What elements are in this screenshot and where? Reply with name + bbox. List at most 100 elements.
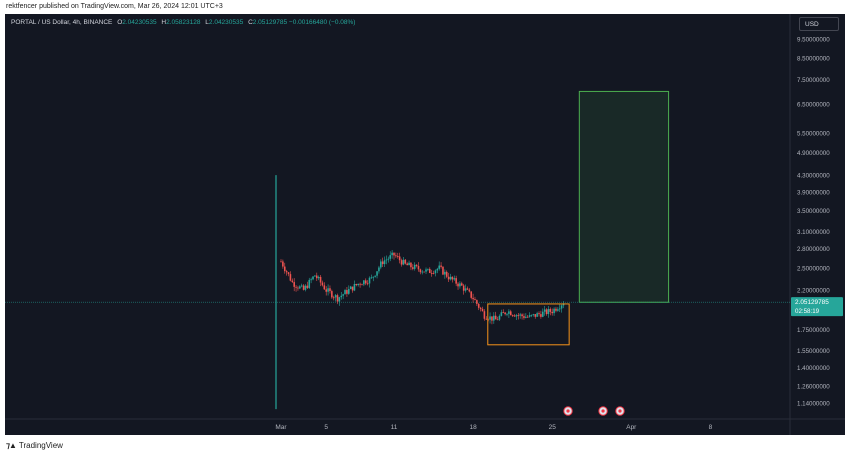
candle-body [498, 315, 501, 320]
candle-body [340, 295, 343, 298]
y-tick-label: 7.50000000 [797, 77, 830, 84]
candle-body [532, 314, 535, 315]
candle-body [287, 272, 290, 275]
candle-body [549, 308, 552, 312]
candle-body [428, 268, 431, 273]
y-tick-label: 3.10000000 [797, 229, 830, 236]
last-price-label [791, 297, 843, 317]
candle-body [351, 286, 354, 291]
candle-body [459, 283, 461, 287]
candle-body [363, 280, 365, 285]
candle-body [299, 286, 301, 289]
candle-body [398, 256, 401, 261]
candle-body [297, 287, 299, 289]
candle-body [413, 264, 416, 269]
low-label: L [205, 19, 209, 26]
y-tick-label: 1.75000000 [797, 327, 830, 334]
candle-body [447, 276, 450, 280]
candle-body [355, 284, 358, 286]
x-tick-label: 25 [549, 424, 557, 431]
candle-body [551, 311, 553, 314]
candle-body [425, 269, 427, 272]
footer-brand: TradingView [18, 441, 63, 450]
candle-body [466, 288, 469, 290]
candle-body [434, 270, 437, 274]
y-tick-label: 1.14000000 [797, 401, 830, 408]
candle-body [545, 309, 548, 315]
candle-body [385, 259, 388, 261]
target-box [578, 90, 670, 303]
candle-body [453, 278, 456, 280]
candle-body [483, 311, 486, 319]
candle-body [541, 311, 544, 317]
candle-body [325, 289, 327, 292]
candle-body [338, 297, 341, 302]
price-chart[interactable]: 9.50000000 8.50000000 7.50000000 6.50000000… [5, 14, 845, 435]
candle-body [421, 271, 424, 273]
candle-body [519, 314, 521, 316]
candle-body [427, 268, 429, 270]
candle-body [440, 265, 442, 267]
candle-body [304, 285, 307, 290]
y-tick-label: 5.50000000 [797, 130, 830, 137]
candle-body [285, 271, 288, 273]
candle-body [332, 297, 335, 299]
candle-body [436, 268, 439, 271]
candle-body [432, 273, 435, 274]
candle-body [404, 259, 407, 264]
candle-body [415, 264, 418, 266]
candle-body [417, 265, 420, 270]
candle-body [419, 269, 422, 273]
candle-body [558, 308, 561, 310]
x-tick-label: Mar [275, 424, 287, 431]
candle-body [525, 316, 527, 318]
low-value: 2.04230535 [208, 19, 244, 26]
candle-body [368, 277, 371, 284]
high-label: H [161, 19, 167, 26]
candle-body [387, 258, 390, 260]
candle-body [485, 318, 488, 320]
candle-body [494, 315, 497, 320]
candle-body [521, 314, 523, 317]
open-value: 2.04230535 [122, 19, 157, 26]
candle-body [376, 271, 378, 276]
candle-body [408, 262, 410, 266]
candle-body [557, 309, 559, 311]
candle-body [455, 278, 457, 284]
candle-body [517, 315, 520, 316]
candle-body [562, 304, 565, 306]
candle-body [481, 308, 484, 312]
candle-body [406, 263, 408, 266]
candle-body [526, 316, 529, 318]
candle-body [504, 312, 506, 315]
candle-body [423, 271, 425, 273]
candle-body [348, 289, 350, 294]
candle-body [451, 276, 454, 280]
candle-body [400, 260, 403, 265]
footer: ⁊▲ TradingView [6, 441, 63, 450]
open-label: O [117, 19, 123, 26]
candle-body [445, 271, 448, 277]
symbol-label: PORTAL / US Dollar, 4h, BINANCE [11, 19, 113, 26]
candle-body [342, 294, 344, 296]
candle-body [283, 266, 286, 272]
candle-body [509, 311, 512, 316]
candle-body [491, 316, 493, 321]
candle-body [496, 319, 499, 321]
candle-body [536, 313, 538, 317]
candle-body [383, 260, 386, 265]
candle-body [353, 284, 356, 291]
candle-body [444, 271, 446, 275]
candle-body [331, 291, 333, 298]
change-value: −0.00166480 (−0.08%) [288, 19, 356, 26]
chart-area[interactable]: 9.50000000 8.50000000 7.50000000 6.50000000… [5, 14, 845, 435]
candle-body [449, 276, 452, 280]
candle-body [315, 275, 318, 279]
candle-body [472, 297, 474, 300]
x-tick-label: 5 [324, 424, 328, 431]
publish-caption: rektfencer published on TradingView.com,… [6, 3, 223, 10]
candle-body [468, 289, 471, 292]
candle-body [476, 300, 478, 304]
tradingview-logo-icon: ⁊▲ [6, 441, 17, 450]
currency-selector[interactable]: USD [799, 17, 839, 31]
